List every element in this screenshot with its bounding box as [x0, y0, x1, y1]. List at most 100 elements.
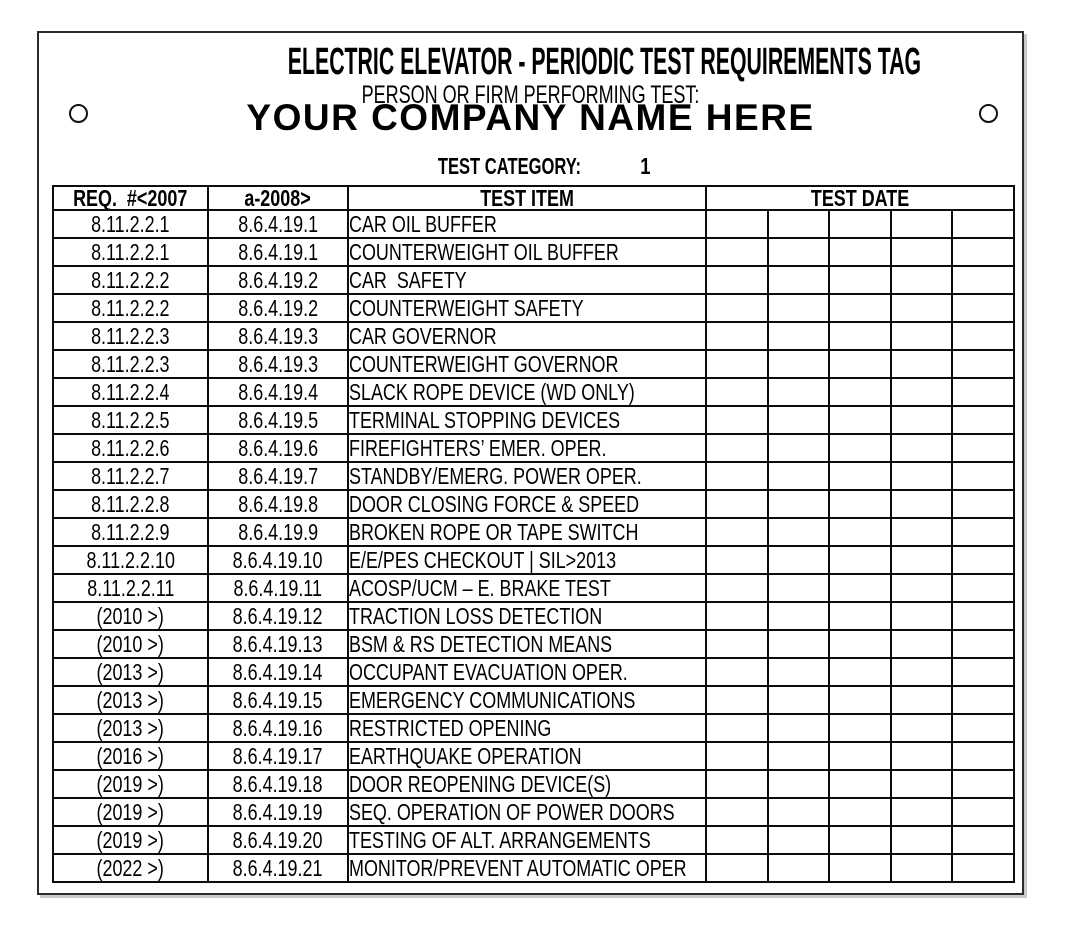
test-date-cell[interactable]: [890, 853, 953, 883]
test-date-cell[interactable]: [890, 545, 953, 575]
test-date-cell[interactable]: [767, 629, 830, 659]
test-date-cell[interactable]: [950, 265, 1016, 295]
test-date-cell[interactable]: [705, 377, 769, 407]
test-date-cell[interactable]: [828, 377, 892, 407]
test-date-cell[interactable]: [828, 405, 892, 435]
test-date-cell[interactable]: [767, 741, 830, 771]
test-date-cell[interactable]: [767, 657, 830, 687]
test-date-cell[interactable]: [705, 433, 769, 463]
test-date-cell[interactable]: [705, 349, 769, 379]
test-date-cell[interactable]: [767, 825, 830, 855]
test-date-cell[interactable]: [890, 741, 953, 771]
test-date-cell[interactable]: [828, 713, 892, 743]
test-date-cell[interactable]: [890, 769, 953, 799]
test-date-cell[interactable]: [767, 853, 830, 883]
test-date-cell[interactable]: [890, 433, 953, 463]
test-date-cell[interactable]: [950, 209, 1016, 239]
test-date-cell[interactable]: [890, 629, 953, 659]
test-date-cell[interactable]: [890, 573, 953, 603]
test-date-cell[interactable]: [890, 377, 953, 407]
test-date-cell[interactable]: [705, 405, 769, 435]
test-date-cell[interactable]: [890, 517, 953, 547]
test-date-cell[interactable]: [950, 713, 1016, 743]
test-date-cell[interactable]: [950, 769, 1016, 799]
test-date-cell[interactable]: [828, 517, 892, 547]
test-date-cell[interactable]: [705, 573, 769, 603]
test-date-cell[interactable]: [828, 741, 892, 771]
test-date-cell[interactable]: [767, 489, 830, 519]
test-date-cell[interactable]: [890, 321, 953, 351]
test-date-cell[interactable]: [890, 825, 953, 855]
test-date-cell[interactable]: [705, 685, 769, 715]
test-date-cell[interactable]: [890, 713, 953, 743]
test-date-cell[interactable]: [828, 433, 892, 463]
test-date-cell[interactable]: [950, 489, 1016, 519]
test-date-cell[interactable]: [705, 825, 769, 855]
test-date-cell[interactable]: [767, 685, 830, 715]
test-date-cell[interactable]: [950, 349, 1016, 379]
test-date-cell[interactable]: [705, 321, 769, 351]
test-date-cell[interactable]: [828, 489, 892, 519]
test-date-cell[interactable]: [828, 321, 892, 351]
test-date-cell[interactable]: [767, 321, 830, 351]
test-date-cell[interactable]: [828, 797, 892, 827]
test-date-cell[interactable]: [767, 405, 830, 435]
test-date-cell[interactable]: [950, 853, 1016, 883]
test-date-cell[interactable]: [767, 237, 830, 267]
test-date-cell[interactable]: [828, 657, 892, 687]
test-date-cell[interactable]: [767, 461, 830, 491]
test-date-cell[interactable]: [705, 629, 769, 659]
test-date-cell[interactable]: [950, 433, 1016, 463]
test-date-cell[interactable]: [767, 349, 830, 379]
test-date-cell[interactable]: [767, 209, 830, 239]
test-date-cell[interactable]: [828, 601, 892, 631]
test-date-cell[interactable]: [890, 461, 953, 491]
test-date-cell[interactable]: [828, 685, 892, 715]
test-date-cell[interactable]: [705, 797, 769, 827]
test-date-cell[interactable]: [950, 741, 1016, 771]
test-date-cell[interactable]: [705, 713, 769, 743]
test-date-cell[interactable]: [950, 797, 1016, 827]
test-date-cell[interactable]: [890, 489, 953, 519]
test-date-cell[interactable]: [890, 209, 953, 239]
test-date-cell[interactable]: [828, 629, 892, 659]
test-date-cell[interactable]: [890, 685, 953, 715]
test-date-cell[interactable]: [950, 461, 1016, 491]
test-date-cell[interactable]: [890, 349, 953, 379]
test-date-cell[interactable]: [950, 573, 1016, 603]
test-date-cell[interactable]: [828, 853, 892, 883]
test-date-cell[interactable]: [890, 293, 953, 323]
test-date-cell[interactable]: [950, 293, 1016, 323]
test-date-cell[interactable]: [767, 433, 830, 463]
test-date-cell[interactable]: [950, 237, 1016, 267]
test-date-cell[interactable]: [890, 601, 953, 631]
test-date-cell[interactable]: [767, 573, 830, 603]
test-date-cell[interactable]: [950, 657, 1016, 687]
test-date-cell[interactable]: [705, 265, 769, 295]
test-date-cell[interactable]: [828, 237, 892, 267]
test-date-cell[interactable]: [950, 377, 1016, 407]
test-date-cell[interactable]: [767, 377, 830, 407]
test-date-cell[interactable]: [890, 237, 953, 267]
test-date-cell[interactable]: [767, 797, 830, 827]
test-date-cell[interactable]: [767, 265, 830, 295]
test-date-cell[interactable]: [705, 657, 769, 687]
test-date-cell[interactable]: [950, 685, 1016, 715]
test-date-cell[interactable]: [705, 741, 769, 771]
test-date-cell[interactable]: [705, 545, 769, 575]
test-date-cell[interactable]: [950, 517, 1016, 547]
test-date-cell[interactable]: [705, 853, 769, 883]
test-date-cell[interactable]: [705, 489, 769, 519]
test-date-cell[interactable]: [950, 405, 1016, 435]
test-date-cell[interactable]: [828, 209, 892, 239]
test-date-cell[interactable]: [950, 825, 1016, 855]
test-date-cell[interactable]: [767, 293, 830, 323]
test-date-cell[interactable]: [828, 769, 892, 799]
test-date-cell[interactable]: [705, 517, 769, 547]
test-date-cell[interactable]: [767, 713, 830, 743]
test-date-cell[interactable]: [705, 237, 769, 267]
test-date-cell[interactable]: [950, 545, 1016, 575]
test-date-cell[interactable]: [950, 629, 1016, 659]
test-date-cell[interactable]: [828, 349, 892, 379]
test-date-cell[interactable]: [767, 517, 830, 547]
